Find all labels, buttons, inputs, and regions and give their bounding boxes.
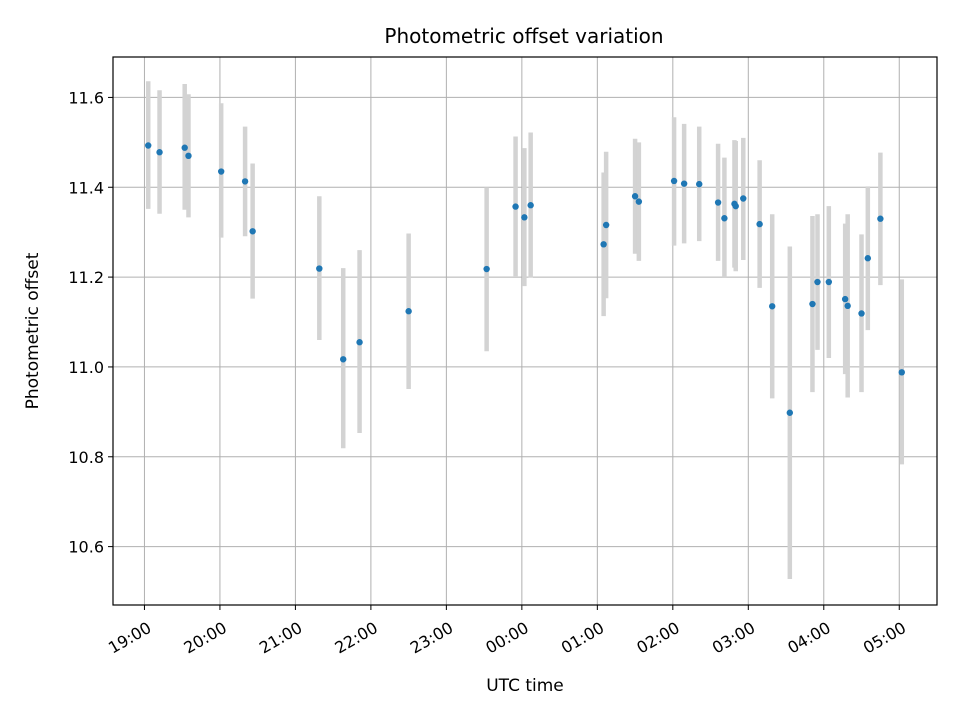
data-point bbox=[249, 228, 256, 235]
y-tick-label: 10.6 bbox=[68, 538, 104, 557]
data-point bbox=[145, 142, 152, 149]
data-point bbox=[181, 144, 188, 151]
y-axis-title: Photometric offset bbox=[23, 252, 43, 409]
data-point bbox=[696, 180, 703, 188]
data-point bbox=[217, 168, 225, 175]
data-point bbox=[825, 278, 833, 286]
x-axis-title: UTC time bbox=[486, 676, 564, 696]
data-point bbox=[877, 215, 884, 222]
data-point bbox=[786, 409, 794, 416]
data-point bbox=[483, 265, 490, 273]
data-point bbox=[814, 278, 821, 286]
data-point bbox=[356, 339, 363, 346]
data-point bbox=[864, 255, 872, 262]
y-tick-label: 11.0 bbox=[68, 358, 104, 377]
data-point bbox=[680, 180, 688, 187]
data-point bbox=[316, 265, 323, 272]
data-point bbox=[521, 214, 528, 221]
data-point bbox=[898, 369, 905, 376]
data-point bbox=[600, 241, 607, 248]
data-point bbox=[732, 202, 739, 210]
data-point bbox=[185, 152, 192, 160]
data-point bbox=[340, 356, 347, 363]
data-point bbox=[631, 193, 639, 200]
data-point bbox=[512, 203, 519, 210]
data-point bbox=[841, 295, 849, 303]
data-point bbox=[714, 199, 722, 206]
data-point bbox=[740, 195, 747, 202]
data-point bbox=[602, 221, 610, 229]
data-point bbox=[756, 220, 763, 228]
data-point bbox=[527, 202, 534, 209]
y-tick-label: 11.4 bbox=[68, 178, 104, 197]
data-point bbox=[241, 178, 249, 185]
data-points bbox=[145, 142, 905, 416]
data-point bbox=[858, 310, 865, 317]
data-point bbox=[769, 303, 776, 310]
y-axis-ticks: 10.6 10.8 11.0 11.2 11.4 11.6 bbox=[68, 88, 113, 557]
data-point bbox=[844, 302, 851, 310]
data-point bbox=[156, 149, 163, 156]
data-point bbox=[721, 215, 728, 222]
data-point bbox=[670, 177, 678, 185]
y-tick-label: 11.6 bbox=[68, 88, 104, 107]
plot-frame bbox=[112, 56, 938, 606]
data-point bbox=[635, 198, 643, 205]
data-point bbox=[405, 308, 412, 315]
data-point bbox=[809, 300, 816, 308]
y-tick-label: 11.2 bbox=[68, 268, 104, 287]
y-tick-label: 10.8 bbox=[68, 448, 104, 467]
chart-title: Photometric offset variation bbox=[384, 24, 663, 48]
